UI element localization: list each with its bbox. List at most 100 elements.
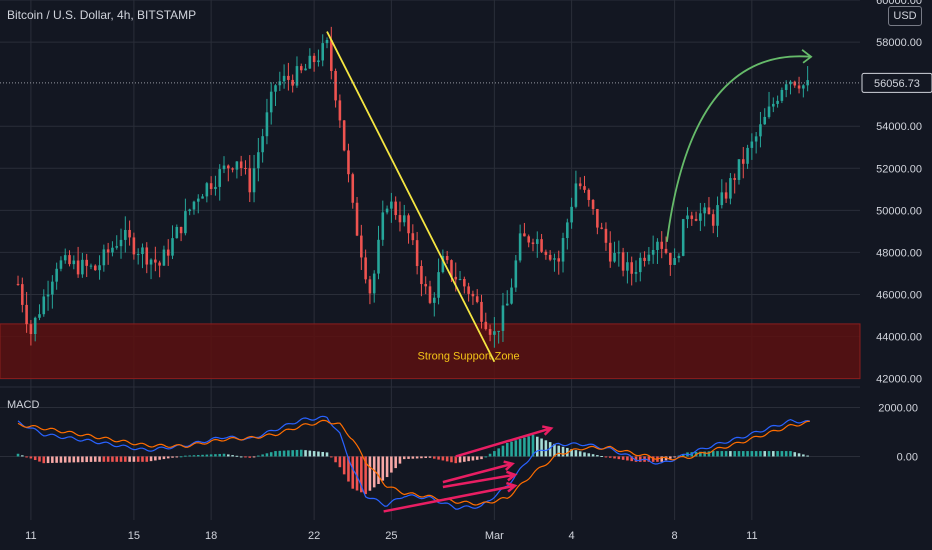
candle-body <box>741 159 745 164</box>
macd-histogram-bar <box>638 456 642 462</box>
candle-body <box>42 296 46 315</box>
macd-histogram-bar <box>342 456 346 475</box>
macd-histogram-bar <box>802 454 805 457</box>
candle-body <box>265 112 269 137</box>
candle-body <box>295 66 299 86</box>
candle-body <box>566 222 569 239</box>
macd-histogram-bar <box>201 454 204 457</box>
candle-body <box>467 286 470 294</box>
candle-body <box>330 40 333 71</box>
candle-body <box>484 321 488 330</box>
macd-histogram-bar <box>553 443 556 457</box>
macd-histogram-bar <box>111 456 114 462</box>
macd-histogram-bar <box>98 456 101 462</box>
candle-body <box>634 272 638 274</box>
candle-body <box>76 260 80 275</box>
candle-body <box>617 252 621 254</box>
candle-body <box>304 68 307 71</box>
macd-histogram-bar <box>154 456 157 461</box>
time-axis[interactable]: 11 15 18 22 25 Mar 4 8 11 <box>25 530 757 542</box>
candle-body <box>51 281 54 295</box>
macd-histogram-bar <box>205 454 209 457</box>
candle-body <box>604 228 608 243</box>
macd-indicator-label[interactable]: MACD <box>7 399 40 411</box>
support-zone <box>0 323 861 380</box>
macd-histogram-bar <box>355 456 359 491</box>
candle-body <box>523 233 526 237</box>
candle-body <box>613 252 616 262</box>
macd-axis[interactable]: 2000.00 0.00 <box>878 403 918 464</box>
macd-histogram-bar <box>145 456 149 462</box>
macd-histogram-bar <box>467 456 470 462</box>
candle-body <box>291 79 294 86</box>
candle-body <box>754 136 758 142</box>
macd-histogram-bar <box>669 456 672 459</box>
macd-histogram-bar <box>471 456 475 461</box>
macd-histogram-bar <box>724 451 728 457</box>
candle-body <box>252 168 256 193</box>
macd-histogram-bar <box>729 451 732 457</box>
macd-histogram-bar <box>557 445 561 457</box>
candle-body <box>248 168 252 193</box>
price-tick-label: 58000.00 <box>876 37 922 49</box>
time-tick-label: 8 <box>672 530 678 542</box>
macd-histogram-bar <box>347 456 350 482</box>
candle-body <box>321 43 325 61</box>
candle-body <box>364 257 367 280</box>
candle-body <box>308 55 312 69</box>
candle-body <box>33 317 37 335</box>
macd-histogram-bar <box>793 452 797 457</box>
candle-body <box>608 242 612 262</box>
candle-body <box>471 293 475 297</box>
last-price-tag: 56056.73 <box>861 72 932 93</box>
macd-histogram-bar <box>351 456 355 489</box>
candle-body <box>141 247 144 255</box>
macd-histogram-bar <box>754 451 758 457</box>
candle-body <box>450 260 453 277</box>
macd-histogram-bar <box>394 456 397 469</box>
macd-histogram-bar <box>51 456 54 463</box>
candle-body <box>149 259 153 265</box>
macd-histogram-bar <box>188 455 191 457</box>
annotation-arrow <box>442 462 513 484</box>
candle-body <box>505 303 509 306</box>
macd-histogram-bar <box>561 446 565 457</box>
macd-histogram-bar <box>261 454 264 457</box>
candle-body <box>776 100 779 104</box>
macd-histogram-bar <box>72 456 76 463</box>
currency-button[interactable]: USD <box>888 6 922 26</box>
candle-body <box>763 116 767 125</box>
candle-body <box>402 215 406 223</box>
candle-body <box>458 278 462 280</box>
macd-histogram-bar <box>162 456 166 460</box>
macd-histogram-bar <box>445 456 449 462</box>
time-tick-label: Mar <box>485 530 504 542</box>
macd-histogram-bar <box>583 452 586 457</box>
candle-body <box>132 237 136 255</box>
price-tick-label: 42000.00 <box>876 374 922 386</box>
macd-histogram-bar <box>535 436 539 457</box>
candle-body <box>398 215 402 223</box>
macd-histogram-bar <box>360 456 363 493</box>
macd-histogram-bar <box>68 456 71 463</box>
candle-body <box>578 183 582 187</box>
macd-histogram-bar <box>578 451 582 457</box>
candle-body <box>548 254 552 260</box>
candle-body <box>106 249 110 253</box>
macd-histogram-bar <box>214 454 217 457</box>
macd-histogram-bar <box>475 456 479 460</box>
candle-body <box>312 55 316 63</box>
candle-body <box>415 240 419 267</box>
macd-histogram-bar <box>411 456 415 459</box>
macd-histogram-bar <box>252 456 256 458</box>
macd-histogram-bar <box>115 456 119 462</box>
candle-body <box>115 246 119 248</box>
macd-histogram-bar <box>454 456 458 464</box>
candle-body <box>351 174 355 203</box>
candle-body <box>166 249 170 256</box>
candle-body <box>299 66 303 71</box>
macd-histogram-bar <box>282 450 286 457</box>
candle-body <box>239 161 243 169</box>
price-axis[interactable]: 60000.00 58000.00 54000.00 52000.00 50000.00… <box>876 0 922 386</box>
macd-histogram-bar <box>420 456 423 459</box>
